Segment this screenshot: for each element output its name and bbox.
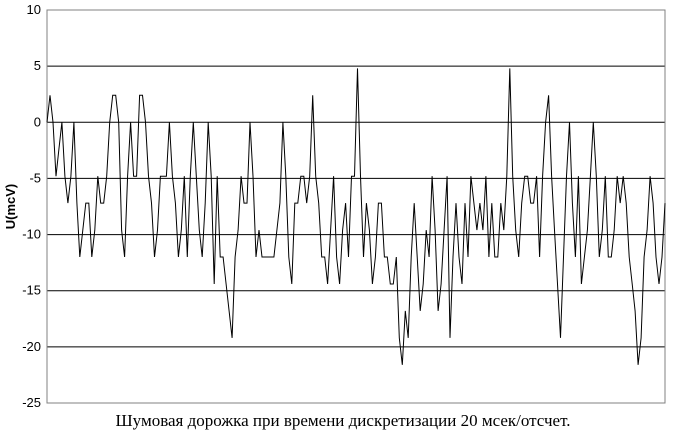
figure-caption: Шумовая дорожка при времени дискретизаци… [115,411,571,430]
y-tick-label: 10 [27,2,41,17]
y-tick-label: -15 [22,283,41,298]
y-tick-label: -20 [22,339,41,354]
y-tick-label: -10 [22,227,41,242]
y-tick-label: 5 [34,58,41,73]
chart: 10 5 0 -5 -10 -15 -20 -25 U(mcV) [3,2,666,410]
y-tick-label: -5 [29,170,41,185]
y-tick-label: -25 [22,395,41,410]
series-line [46,68,666,365]
y-tick-labels: 10 5 0 -5 -10 -15 -20 -25 [22,2,41,410]
y-tick-label: 0 [34,114,41,129]
y-axis-label: U(mcV) [3,184,18,230]
y-axis-label-group: U(mcV) [3,184,18,230]
